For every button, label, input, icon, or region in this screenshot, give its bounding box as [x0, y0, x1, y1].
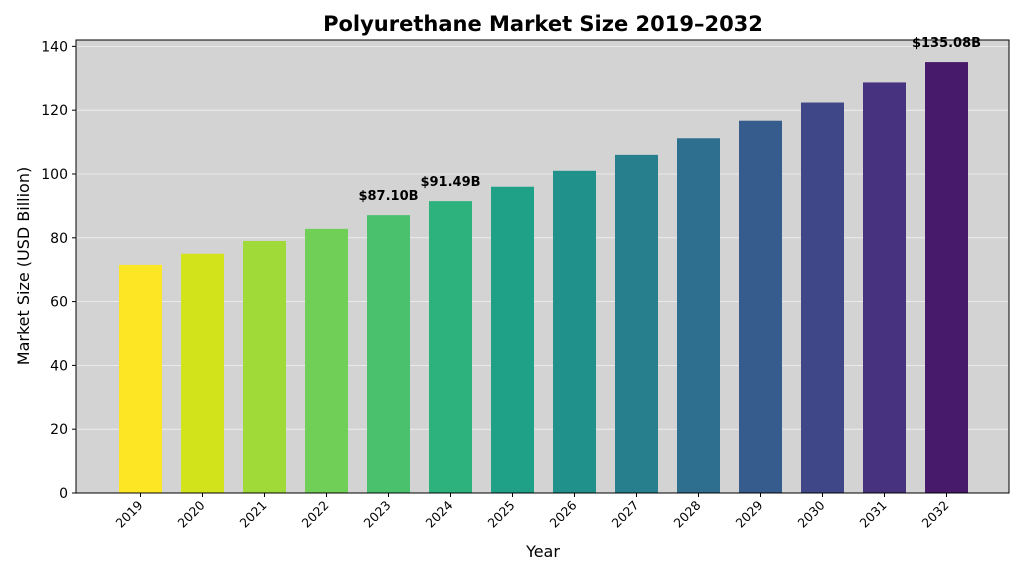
- x-tick-label: 2026: [547, 497, 580, 530]
- chart-title: Polyurethane Market Size 2019–2032: [323, 12, 763, 36]
- plot-frame: [75, 39, 1010, 494]
- bars: [119, 62, 968, 494]
- x-tick-label: 2020: [175, 497, 208, 530]
- y-tick-label: 100: [41, 167, 68, 183]
- x-tick-label: 2022: [299, 498, 332, 531]
- x-axis-label: Year: [525, 542, 560, 561]
- x-tick-label: 2031: [857, 498, 890, 531]
- bar-2022: [305, 228, 348, 494]
- y-tick-label: 0: [59, 486, 68, 502]
- bar-2031: [863, 82, 906, 494]
- y-tick-label: 60: [50, 295, 68, 311]
- y-tick-label: 120: [41, 103, 68, 119]
- x-tick-label: 2024: [423, 497, 456, 530]
- y-tick-label: 80: [50, 231, 68, 247]
- y-tick-label: 40: [50, 358, 68, 374]
- bar-2032: [925, 62, 968, 493]
- x-tick-label: 2028: [671, 497, 704, 530]
- data-label-2024: $91.49B: [420, 175, 480, 190]
- x-tick-label: 2023: [361, 498, 394, 531]
- x-tick-label: 2021: [237, 498, 270, 531]
- y-axis: 0 20 40 60 80 100 120 140: [41, 39, 76, 502]
- bar-2021: [243, 240, 286, 493]
- plot-area: [76, 40, 1009, 493]
- x-tick-label: 2029: [733, 497, 766, 530]
- x-axis: 2019 2020 2021 2022 2023 2024 2025 2026 2027 2028…: [113, 493, 952, 531]
- bar-2020: [181, 253, 224, 493]
- bar-2028: [677, 138, 720, 493]
- data-label-2032: $135.08B: [912, 36, 981, 51]
- bar-2023: [367, 215, 410, 493]
- y-axis-label: Market Size (USD Billion): [14, 167, 33, 365]
- x-tick-label: 2027: [609, 498, 642, 531]
- x-tick-label: 2025: [485, 498, 518, 531]
- bar-2025: [491, 186, 534, 494]
- bar-2027: [615, 154, 658, 493]
- x-tick-label: 2032: [919, 498, 952, 531]
- bar-2019: [119, 264, 162, 493]
- data-label-2023: $87.10B: [358, 189, 418, 204]
- bar-2024: [429, 201, 472, 493]
- x-tick-label: 2019: [113, 497, 146, 530]
- bar-2029: [739, 120, 782, 493]
- bar-2030: [801, 102, 844, 493]
- x-tick-label: 2030: [795, 497, 828, 530]
- y-tick-label: 140: [41, 39, 68, 55]
- y-tick-label: 20: [50, 422, 68, 438]
- bar-2026: [553, 170, 596, 493]
